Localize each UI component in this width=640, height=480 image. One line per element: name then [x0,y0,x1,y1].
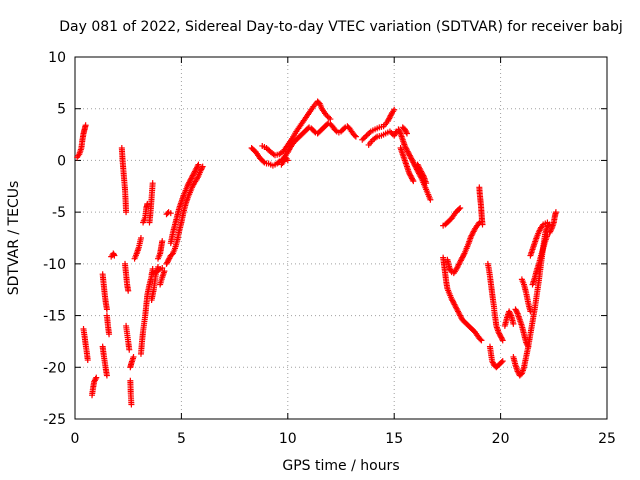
y-tick-label: 0 [57,153,66,169]
data-point [161,268,168,275]
data-point [544,219,551,226]
data-point [327,116,334,123]
data-point [396,129,403,136]
data-point [477,336,484,343]
data-point [84,357,91,364]
data-point [525,343,532,350]
y-tick-label: -20 [43,360,66,376]
x-tick-label: 5 [177,431,186,447]
data-point [82,122,89,129]
data-point [199,163,206,170]
data-point [427,196,434,203]
x-tick-label: 25 [598,431,616,447]
data-point [103,372,110,379]
data-point [552,209,559,216]
data-point [420,172,427,179]
data-point [111,252,118,259]
data-point [198,165,205,172]
data-point [403,130,410,137]
data-point [499,358,506,365]
data-point [352,133,359,140]
y-tick-label: -25 [43,412,66,428]
data-point [194,162,201,169]
axis-ticks: 0 5 10 15 20 25 -25 -20 -15 -10 -5 0 5 10 [43,50,616,447]
y-axis-label: SDTVAR / TECUs [6,181,22,296]
x-axis-label: GPS time / hours [282,458,399,474]
data-point [423,180,430,187]
data-point [507,311,514,318]
plot-frame [74,56,608,420]
grid [75,57,607,419]
data-point [341,125,348,132]
data-point [91,377,98,384]
data-point [167,210,174,217]
data-point [460,251,467,258]
data-point [359,136,366,143]
data-points [74,98,559,408]
data-point [195,161,202,168]
data-point [311,128,318,135]
data-point [362,133,369,140]
data-point [325,114,332,121]
data-point [403,129,410,136]
x-tick-label: 20 [492,431,510,447]
data-point [159,238,166,245]
data-point [360,135,367,142]
data-point [106,331,113,338]
data-point [159,264,166,271]
data-point [363,132,370,139]
data-point [125,287,132,294]
data-point [93,374,100,381]
data-point [499,336,506,343]
y-tick-label: 10 [48,50,66,66]
data-point [456,206,463,213]
data-point [527,308,534,315]
data-point [478,337,485,344]
data-point [457,205,464,212]
y-tick-label: -5 [52,205,66,221]
x-tick-label: 15 [385,431,403,447]
x-tick-label: 0 [71,431,80,447]
data-point [92,376,99,383]
data-point [332,127,339,134]
data-point [410,178,417,185]
data-point [130,353,137,360]
data-point [479,221,486,228]
data-point [391,106,398,113]
data-point [284,157,291,164]
data-point [499,337,506,344]
data-point [409,176,416,183]
data-point [524,342,531,349]
data-point [123,209,130,216]
y-tick-label: -15 [43,309,66,325]
data-point [126,346,133,353]
data-point [510,320,517,327]
y-tick-label: 5 [57,102,66,118]
data-point [103,306,110,313]
data-point [498,359,505,366]
data-point [194,174,201,181]
x-tick-label: 10 [279,431,297,447]
data-point [137,235,144,241]
data-point [128,401,135,408]
chart-title: Day 081 of 2022, Sidereal Day-to-day VTE… [59,19,622,35]
data-point [513,309,520,316]
data-point [144,200,151,207]
y-tick-label: -10 [43,257,66,273]
data-point [547,227,554,234]
data-point [364,131,371,138]
data-point [351,132,358,139]
data-point [392,129,399,136]
data-point [149,180,156,187]
data-point [260,158,267,165]
